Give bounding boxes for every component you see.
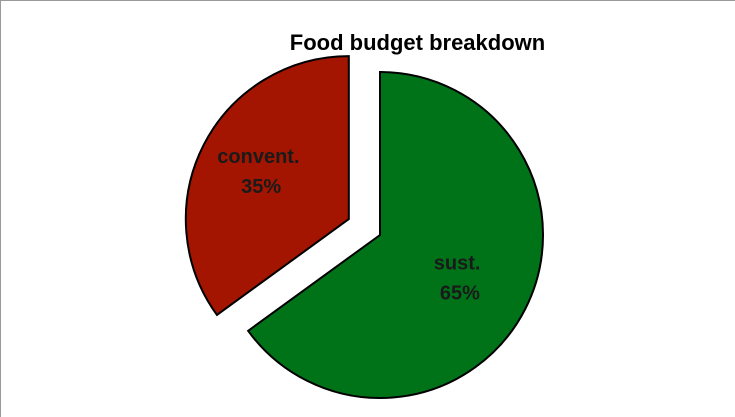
chart-title: Food budget breakdown [289,30,546,55]
slice-name-sust: sust. [434,253,481,275]
slice-value-convent: 35% [241,176,281,198]
slice-value-sust: 65% [440,283,480,305]
slice-label-convent: convent. 35% [217,146,305,198]
slice-label-sust: sust. 65% [434,253,486,305]
pie-slice-convent [184,55,350,317]
pie-slice-sust [246,70,544,399]
slice-name-convent: convent. [217,146,299,168]
